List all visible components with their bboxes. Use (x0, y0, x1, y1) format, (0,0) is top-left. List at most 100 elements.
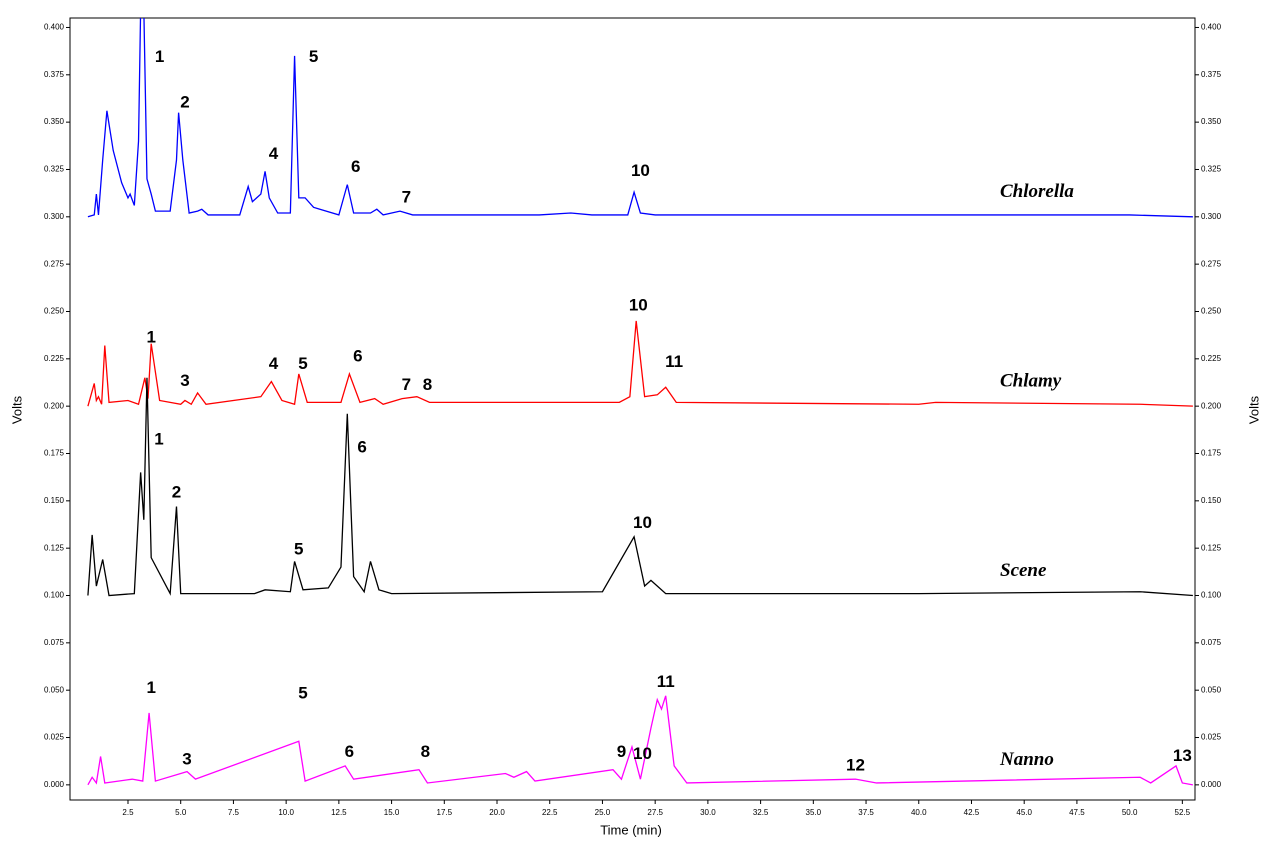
trace-line (87, 377, 1193, 597)
peak-label: 5 (309, 47, 318, 66)
peak-label: 10 (633, 744, 652, 763)
x-tick-label: 5.0 (175, 808, 187, 817)
y2-tick-label: 0.300 (1201, 212, 1222, 221)
peak-label: 8 (421, 742, 430, 761)
y2-tick-label: 0.325 (1201, 165, 1222, 174)
x-tick-label: 12.5 (331, 808, 347, 817)
y-tick-label: 0.100 (44, 591, 65, 600)
x-tick-label: 52.5 (1175, 808, 1191, 817)
peak-label: 4 (269, 144, 279, 163)
x-tick-label: 20.0 (489, 808, 505, 817)
peak-label: 6 (345, 742, 354, 761)
series-label: Scene (1000, 560, 1047, 581)
trace-line (87, 18, 1193, 218)
plot-frame (69, 17, 1196, 801)
y-tick-label: 0.200 (44, 401, 65, 410)
x-tick-label: 22.5 (542, 808, 558, 817)
x-tick-label: 47.5 (1069, 808, 1085, 817)
x-tick-label: 40.0 (911, 808, 927, 817)
peak-label: 10 (629, 295, 648, 314)
x-tick-label: 45.0 (1016, 808, 1032, 817)
peak-label: 8 (423, 375, 432, 394)
y-tick-label: 0.275 (44, 259, 65, 268)
peak-label: 2 (172, 483, 181, 502)
y2-tick-label: 0.350 (1201, 117, 1222, 126)
x-tick-label: 35.0 (806, 808, 822, 817)
peak-label: 3 (180, 371, 189, 390)
peak-label: 6 (357, 437, 366, 456)
peak-label: 11 (665, 352, 683, 371)
peak-label: 2 (180, 93, 189, 112)
x-tick-label: 30.0 (700, 808, 716, 817)
x-tick-label: 27.5 (647, 808, 663, 817)
x-tick-label: 7.5 (228, 808, 240, 817)
series-label: Chlorella (1000, 181, 1074, 202)
y2-tick-label: 0.150 (1201, 496, 1222, 505)
peak-label: 12 (846, 755, 865, 774)
y-tick-label: 0.125 (44, 543, 65, 552)
peak-label: 9 (617, 742, 626, 761)
series-label: Chlamy (1000, 371, 1062, 392)
peak-label: 11 (657, 672, 675, 691)
peak-label: 5 (294, 540, 303, 559)
y2-tick-label: 0.250 (1201, 307, 1222, 316)
y-axis-title: Volts (9, 395, 24, 424)
peak-label: 7 (402, 187, 411, 206)
peak-label: 6 (353, 346, 362, 365)
x-tick-label: 10.0 (278, 808, 294, 817)
x-tick-label: 50.0 (1122, 808, 1138, 817)
x-tick-label: 32.5 (753, 808, 769, 817)
peak-label: 1 (155, 47, 164, 66)
trace-line (87, 320, 1193, 407)
y-tick-label: 0.250 (44, 307, 65, 316)
y2-tick-label: 0.000 (1201, 780, 1222, 789)
y2-tick-label: 0.200 (1201, 401, 1222, 410)
peak-label: 4 (269, 354, 279, 373)
y2-tick-label: 0.125 (1201, 543, 1222, 552)
x-tick-label: 2.5 (122, 808, 134, 817)
peak-label: 10 (631, 161, 650, 180)
x-tick-label: 15.0 (384, 808, 400, 817)
y-tick-label: 0.150 (44, 496, 65, 505)
y-tick-label: 0.325 (44, 165, 65, 174)
peak-label: 6 (351, 157, 360, 176)
y-tick-label: 0.075 (44, 638, 65, 647)
peak-label: 1 (154, 430, 163, 449)
y-tick-label: 0.350 (44, 117, 65, 126)
y-tick-label: 0.050 (44, 685, 65, 694)
x-tick-label: 25.0 (595, 808, 611, 817)
x-axis-title: Time (min) (600, 822, 662, 837)
plot-area (87, 18, 1194, 786)
peak-label: 5 (298, 354, 307, 373)
peak-label: 1 (146, 678, 155, 697)
peak-label: 5 (298, 683, 307, 702)
y-tick-label: 0.375 (44, 70, 65, 79)
y2-tick-label: 0.100 (1201, 591, 1222, 600)
y-tick-label: 0.000 (44, 780, 65, 789)
y-tick-label: 0.025 (44, 733, 65, 742)
y-tick-label: 0.225 (44, 354, 65, 363)
x-tick-label: 42.5 (964, 808, 980, 817)
y2-tick-label: 0.075 (1201, 638, 1222, 647)
peak-label: 10 (633, 513, 652, 532)
y2-tick-label: 0.175 (1201, 449, 1222, 458)
peak-label: 1 (146, 327, 155, 346)
y2-tick-label: 0.375 (1201, 70, 1222, 79)
trace-line (87, 695, 1194, 786)
y2-axis-title: Volts (1246, 395, 1261, 424)
x-tick-label: 37.5 (858, 808, 874, 817)
y-tick-label: 0.400 (44, 23, 65, 32)
y-tick-label: 0.175 (44, 449, 65, 458)
peak-label: 3 (182, 750, 191, 769)
y2-tick-label: 0.400 (1201, 23, 1222, 32)
series-label: Nanno (999, 749, 1054, 770)
peak-label: 7 (402, 375, 411, 394)
y2-tick-label: 0.025 (1201, 733, 1222, 742)
y-tick-label: 0.300 (44, 212, 65, 221)
y2-tick-label: 0.275 (1201, 259, 1222, 268)
peak-label: 13 (1173, 746, 1192, 765)
x-tick-label: 17.5 (437, 808, 453, 817)
y2-tick-label: 0.225 (1201, 354, 1222, 363)
y2-tick-label: 0.050 (1201, 685, 1222, 694)
